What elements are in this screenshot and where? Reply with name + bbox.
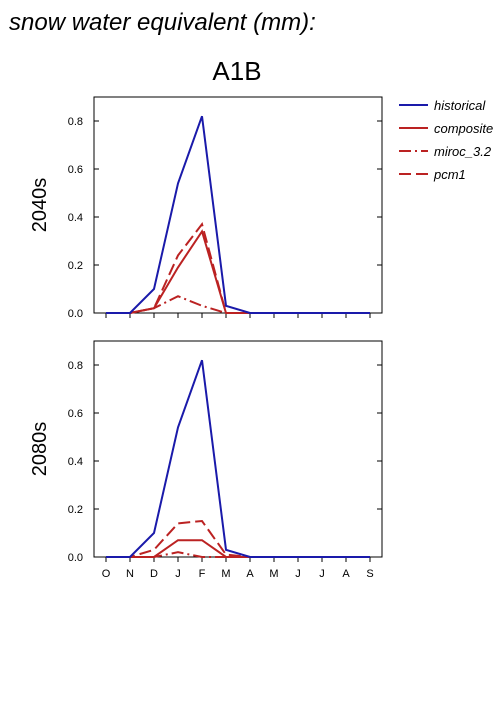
y-tick-label: 0.0 bbox=[68, 308, 83, 320]
y-tick-label: 0.6 bbox=[68, 164, 83, 176]
y-tick-label: 0.2 bbox=[68, 504, 83, 516]
y-tick-label: 0.4 bbox=[68, 456, 83, 468]
legend: historical composite miroc_3.2 pcm1 bbox=[399, 98, 493, 182]
y-tick-label: 0.6 bbox=[68, 408, 83, 420]
x-tick-label: O bbox=[102, 568, 111, 580]
chart-panel-2080s: 0.0 0.2 0.4 0.6 0.8 O N D J F M A M J J A S 2080s bbox=[29, 340, 383, 580]
x-tick-label: J bbox=[295, 568, 301, 580]
y-tick-label: 0.4 bbox=[68, 212, 83, 224]
scenario-title: A1B bbox=[212, 56, 261, 86]
x-tick-label: M bbox=[221, 568, 230, 580]
legend-label-pcm1: pcm1 bbox=[433, 167, 466, 182]
legend-label-composite: composite bbox=[434, 121, 493, 136]
y-tick-label: 0.0 bbox=[68, 552, 83, 564]
x-tick-label: N bbox=[126, 568, 134, 580]
period-label: 2080s bbox=[29, 422, 51, 477]
series-line-historical bbox=[106, 115, 370, 314]
x-tick-label: J bbox=[175, 568, 181, 580]
y-tick-label: 0.8 bbox=[68, 360, 83, 372]
x-tick-label: A bbox=[246, 568, 254, 580]
chart-panel-2040s: 0.0 0.2 0.4 0.6 0.8 2040s bbox=[29, 96, 383, 320]
x-tick-label: M bbox=[269, 568, 278, 580]
x-tick-label: D bbox=[150, 568, 158, 580]
x-tick-label: J bbox=[319, 568, 325, 580]
x-tick-label: F bbox=[199, 568, 206, 580]
series-line-historical bbox=[106, 359, 370, 558]
period-label: 2040s bbox=[29, 178, 51, 233]
x-tick-label: A bbox=[342, 568, 350, 580]
x-tick-label: S bbox=[366, 568, 373, 580]
legend-label-miroc-3-2: miroc_3.2 bbox=[434, 144, 492, 159]
series-line-pcm1 bbox=[106, 519, 370, 558]
page-title: snow water equivalent (mm): bbox=[9, 9, 316, 36]
legend-label-historical: historical bbox=[434, 98, 486, 113]
y-tick-label: 0.8 bbox=[68, 116, 83, 128]
y-tick-label: 0.2 bbox=[68, 260, 83, 272]
